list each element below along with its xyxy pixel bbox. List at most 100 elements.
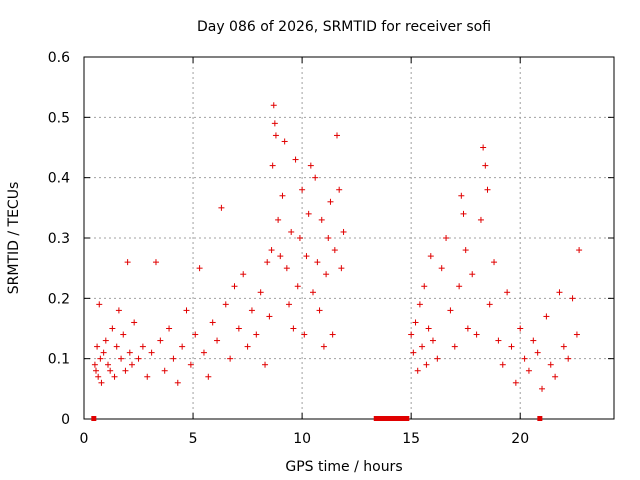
y-tick-label: 0.3 — [48, 231, 70, 247]
data-point — [427, 253, 434, 260]
data-point — [126, 349, 133, 356]
data-point — [227, 355, 234, 362]
data-point — [473, 331, 480, 338]
data-point — [307, 162, 314, 169]
x-tick-label: 0 — [80, 431, 89, 447]
chart-title: Day 086 of 2026, SRMTID for receiver sof… — [197, 19, 491, 35]
data-point — [157, 337, 164, 344]
data-point — [334, 132, 341, 139]
data-point — [290, 325, 297, 332]
data-point — [477, 216, 484, 223]
data-point — [434, 355, 441, 362]
data-point — [534, 349, 541, 356]
data-point — [91, 361, 98, 368]
data-point — [266, 313, 273, 320]
data-point — [316, 307, 323, 314]
data-point — [303, 253, 310, 260]
data-point — [118, 355, 125, 362]
data-point — [556, 289, 563, 296]
data-point — [96, 301, 103, 308]
zero-data-point — [399, 416, 405, 421]
data-point — [331, 247, 338, 254]
data-point — [508, 343, 515, 350]
data-point — [421, 283, 428, 290]
data-point — [443, 235, 450, 241]
data-point — [552, 373, 559, 380]
data-point — [336, 186, 343, 193]
data-point — [484, 186, 491, 193]
data-point — [560, 343, 567, 350]
data-point — [102, 337, 109, 344]
zero-data-point — [404, 416, 410, 421]
data-point — [97, 355, 104, 362]
data-point — [222, 301, 229, 308]
data-point — [92, 367, 99, 374]
data-point — [98, 379, 105, 386]
y-axis-label: SRMTID / TECUs — [6, 182, 22, 295]
data-point — [100, 349, 107, 356]
data-point — [314, 259, 321, 266]
data-point — [565, 355, 572, 362]
data-point — [187, 361, 194, 368]
data-point — [264, 259, 271, 266]
data-point — [438, 265, 445, 272]
data-point — [499, 361, 506, 368]
data-point — [447, 307, 454, 314]
data-point — [218, 204, 225, 211]
data-point — [480, 144, 487, 151]
data-point — [456, 283, 463, 290]
data-point — [425, 325, 432, 332]
data-point — [115, 307, 122, 314]
data-point — [161, 367, 168, 374]
x-tick-label: 15 — [402, 431, 420, 447]
data-point — [419, 343, 426, 350]
x-tick-label: 20 — [511, 431, 529, 447]
data-point — [299, 186, 306, 193]
data-point — [279, 192, 286, 199]
data-point — [517, 325, 524, 332]
data-point — [301, 331, 308, 338]
data-point — [310, 289, 317, 296]
x-tick-label: 10 — [293, 431, 311, 447]
data-point — [491, 259, 498, 266]
data-point — [128, 361, 135, 368]
data-point — [414, 367, 421, 374]
x-tick-label: 5 — [189, 431, 198, 447]
data-point — [573, 331, 580, 338]
data-point — [277, 253, 284, 260]
data-point — [113, 343, 120, 350]
axis-ticks: 0 0.1 0.2 0.3 0.4 0.5 0.6 0 5 10 15 20 — [48, 50, 614, 447]
data-point — [547, 361, 554, 368]
data-point — [512, 379, 519, 386]
data-point — [281, 138, 288, 145]
data-point — [530, 337, 537, 344]
data-point — [429, 337, 436, 344]
data-point — [205, 373, 212, 380]
data-point — [166, 325, 173, 332]
data-point — [458, 192, 465, 199]
data-point — [272, 132, 279, 139]
data-point — [269, 162, 276, 169]
data-point — [179, 343, 186, 350]
data-point — [270, 102, 277, 109]
data-point — [262, 361, 269, 368]
data-point — [120, 331, 127, 338]
data-point — [209, 319, 216, 326]
data-point — [248, 307, 255, 314]
data-point — [294, 283, 301, 290]
data-point — [152, 259, 159, 266]
data-point — [292, 156, 299, 163]
data-point — [504, 289, 511, 296]
data-point — [462, 247, 469, 254]
data-point — [495, 337, 502, 344]
grid — [84, 57, 614, 419]
data-point — [288, 228, 295, 235]
y-tick-label: 0.1 — [48, 352, 70, 368]
data-point — [139, 343, 146, 350]
data-point — [423, 361, 430, 368]
data-point — [451, 343, 458, 350]
data-point — [482, 162, 489, 169]
data-point — [323, 271, 330, 278]
data-point — [257, 289, 264, 296]
